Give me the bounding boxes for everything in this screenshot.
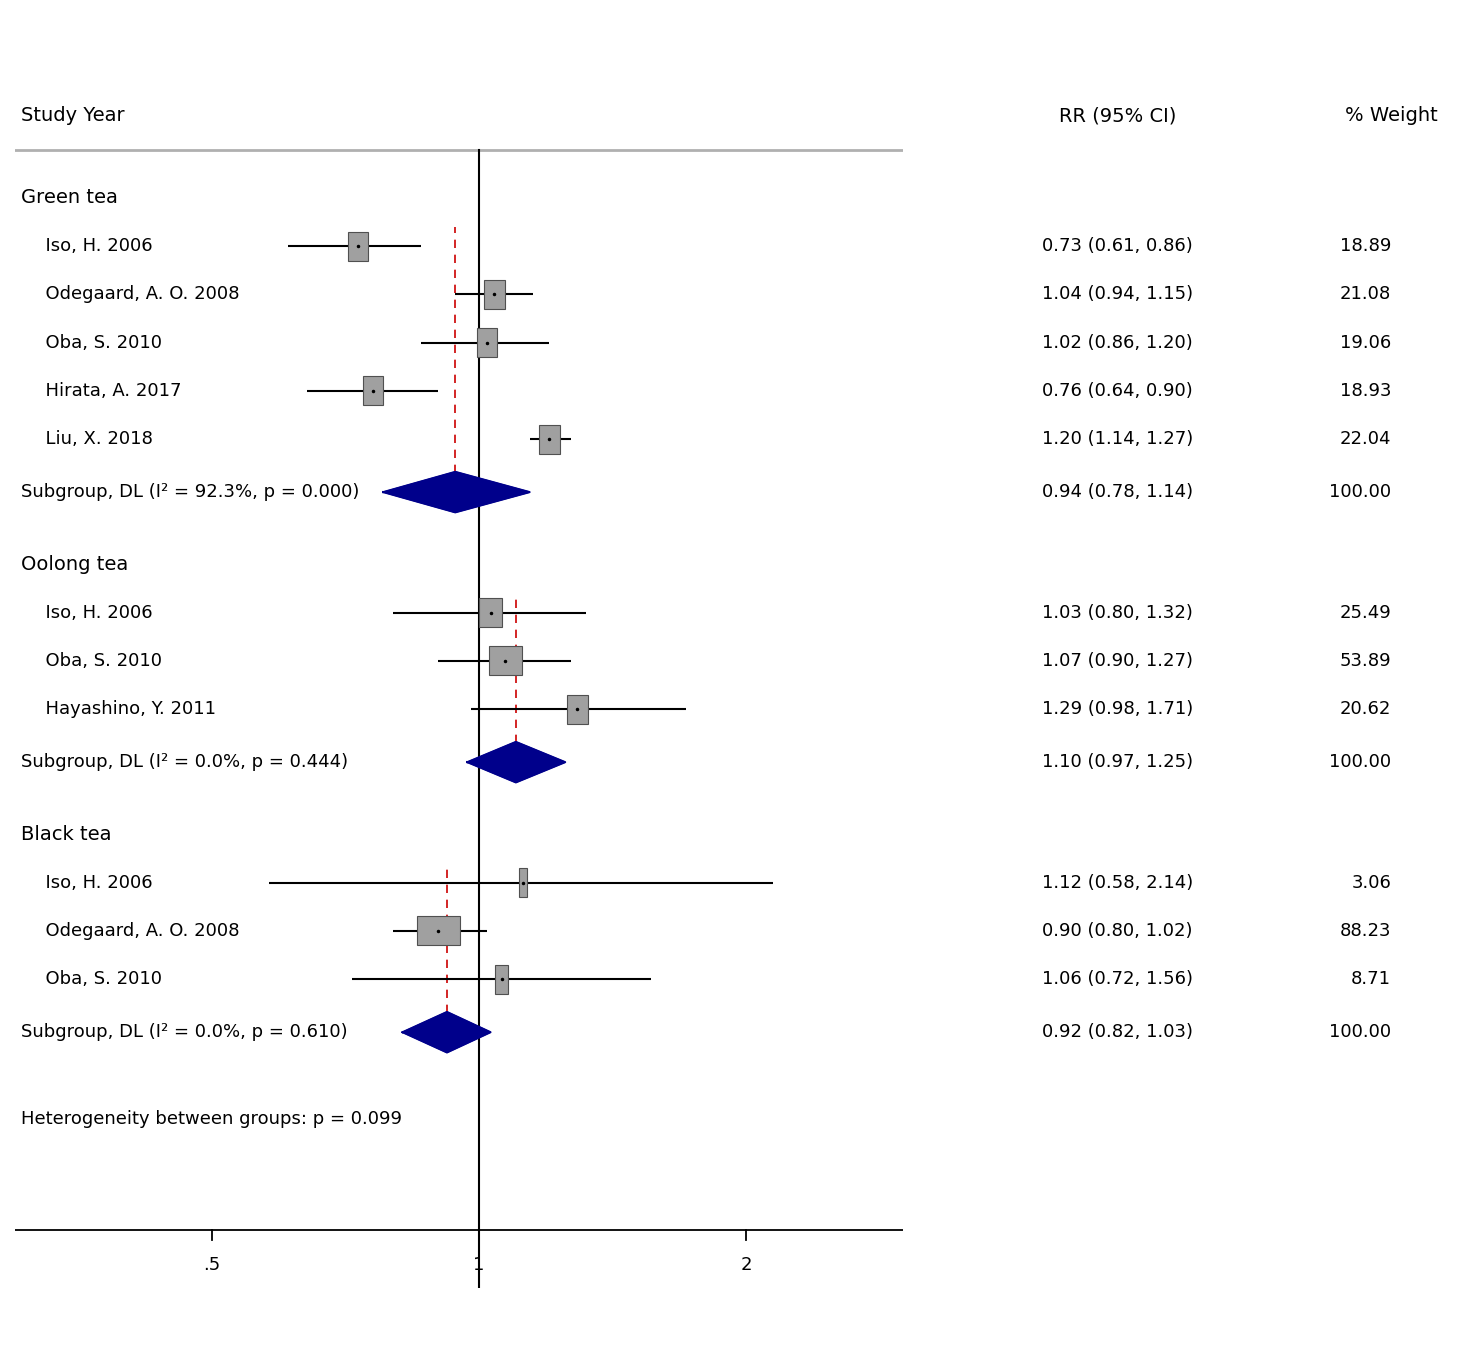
Text: 8.71: 8.71 xyxy=(1351,970,1391,988)
Text: Subgroup, DL (I² = 0.0%, p = 0.610): Subgroup, DL (I² = 0.0%, p = 0.610) xyxy=(21,1023,348,1041)
Bar xyxy=(494,964,508,993)
Text: 0.90 (0.80, 1.02): 0.90 (0.80, 1.02) xyxy=(1042,922,1193,940)
Text: 0.94 (0.78, 1.14): 0.94 (0.78, 1.14) xyxy=(1042,484,1193,501)
Text: Black tea: Black tea xyxy=(21,825,111,844)
Text: Green tea: Green tea xyxy=(21,189,118,207)
Text: 1: 1 xyxy=(474,1256,485,1274)
Text: Study Year: Study Year xyxy=(21,107,124,126)
Bar xyxy=(519,869,527,897)
Text: .5: .5 xyxy=(203,1256,221,1274)
Text: 1.04 (0.94, 1.15): 1.04 (0.94, 1.15) xyxy=(1042,285,1193,303)
Text: 0.73 (0.61, 0.86): 0.73 (0.61, 0.86) xyxy=(1042,237,1193,255)
Text: 22.04: 22.04 xyxy=(1339,430,1391,448)
Text: Liu, X. 2018: Liu, X. 2018 xyxy=(34,430,152,448)
Text: Iso, H. 2006: Iso, H. 2006 xyxy=(34,874,152,892)
Text: 0.76 (0.64, 0.90): 0.76 (0.64, 0.90) xyxy=(1042,382,1193,400)
Text: 100.00: 100.00 xyxy=(1329,754,1391,771)
Polygon shape xyxy=(403,1012,490,1052)
Text: 88.23: 88.23 xyxy=(1339,922,1391,940)
Bar xyxy=(348,232,367,260)
Text: Iso, H. 2006: Iso, H. 2006 xyxy=(34,604,152,622)
Bar xyxy=(477,329,497,358)
Text: Odegaard, A. O. 2008: Odegaard, A. O. 2008 xyxy=(34,922,240,940)
Text: 1.03 (0.80, 1.32): 1.03 (0.80, 1.32) xyxy=(1042,604,1193,622)
Bar xyxy=(480,599,502,627)
Text: 1.29 (0.98, 1.71): 1.29 (0.98, 1.71) xyxy=(1042,700,1193,718)
Text: 25.49: 25.49 xyxy=(1339,604,1391,622)
Bar xyxy=(484,279,505,308)
Text: Subgroup, DL (I² = 92.3%, p = 0.000): Subgroup, DL (I² = 92.3%, p = 0.000) xyxy=(21,484,360,501)
Text: Iso, H. 2006: Iso, H. 2006 xyxy=(34,237,152,255)
Text: Subgroup, DL (I² = 0.0%, p = 0.444): Subgroup, DL (I² = 0.0%, p = 0.444) xyxy=(21,754,348,771)
Text: 53.89: 53.89 xyxy=(1339,652,1391,670)
Text: Oba, S. 2010: Oba, S. 2010 xyxy=(34,334,161,352)
Polygon shape xyxy=(468,743,565,782)
Text: 18.89: 18.89 xyxy=(1339,237,1391,255)
Text: 0.92 (0.82, 1.03): 0.92 (0.82, 1.03) xyxy=(1042,1023,1193,1041)
Text: % Weight: % Weight xyxy=(1345,107,1437,126)
Text: 1.10 (0.97, 1.25): 1.10 (0.97, 1.25) xyxy=(1042,754,1193,771)
Text: 3.06: 3.06 xyxy=(1351,874,1391,892)
Text: Oolong tea: Oolong tea xyxy=(21,555,129,574)
Text: Oba, S. 2010: Oba, S. 2010 xyxy=(34,970,161,988)
Text: 21.08: 21.08 xyxy=(1339,285,1391,303)
Text: Hayashino, Y. 2011: Hayashino, Y. 2011 xyxy=(34,700,216,718)
Text: 1.12 (0.58, 2.14): 1.12 (0.58, 2.14) xyxy=(1042,874,1193,892)
Text: Oba, S. 2010: Oba, S. 2010 xyxy=(34,652,161,670)
Text: 20.62: 20.62 xyxy=(1339,700,1391,718)
Text: Hirata, A. 2017: Hirata, A. 2017 xyxy=(34,382,181,400)
Text: Odegaard, A. O. 2008: Odegaard, A. O. 2008 xyxy=(34,285,240,303)
Text: RR (95% CI): RR (95% CI) xyxy=(1058,107,1177,126)
Text: 100.00: 100.00 xyxy=(1329,1023,1391,1041)
Text: 2: 2 xyxy=(740,1256,752,1274)
Text: 1.02 (0.86, 1.20): 1.02 (0.86, 1.20) xyxy=(1042,334,1193,352)
Polygon shape xyxy=(383,471,530,512)
Text: 1.06 (0.72, 1.56): 1.06 (0.72, 1.56) xyxy=(1042,970,1193,988)
Text: Heterogeneity between groups: p = 0.099: Heterogeneity between groups: p = 0.099 xyxy=(21,1110,403,1128)
Bar xyxy=(364,377,383,406)
Bar xyxy=(488,647,522,675)
Text: 18.93: 18.93 xyxy=(1339,382,1391,400)
Bar xyxy=(539,425,559,453)
Text: 100.00: 100.00 xyxy=(1329,484,1391,501)
Bar xyxy=(417,917,460,945)
Text: 1.07 (0.90, 1.27): 1.07 (0.90, 1.27) xyxy=(1042,652,1193,670)
Text: 1.20 (1.14, 1.27): 1.20 (1.14, 1.27) xyxy=(1042,430,1193,448)
Text: 19.06: 19.06 xyxy=(1339,334,1391,352)
Bar xyxy=(567,695,588,723)
